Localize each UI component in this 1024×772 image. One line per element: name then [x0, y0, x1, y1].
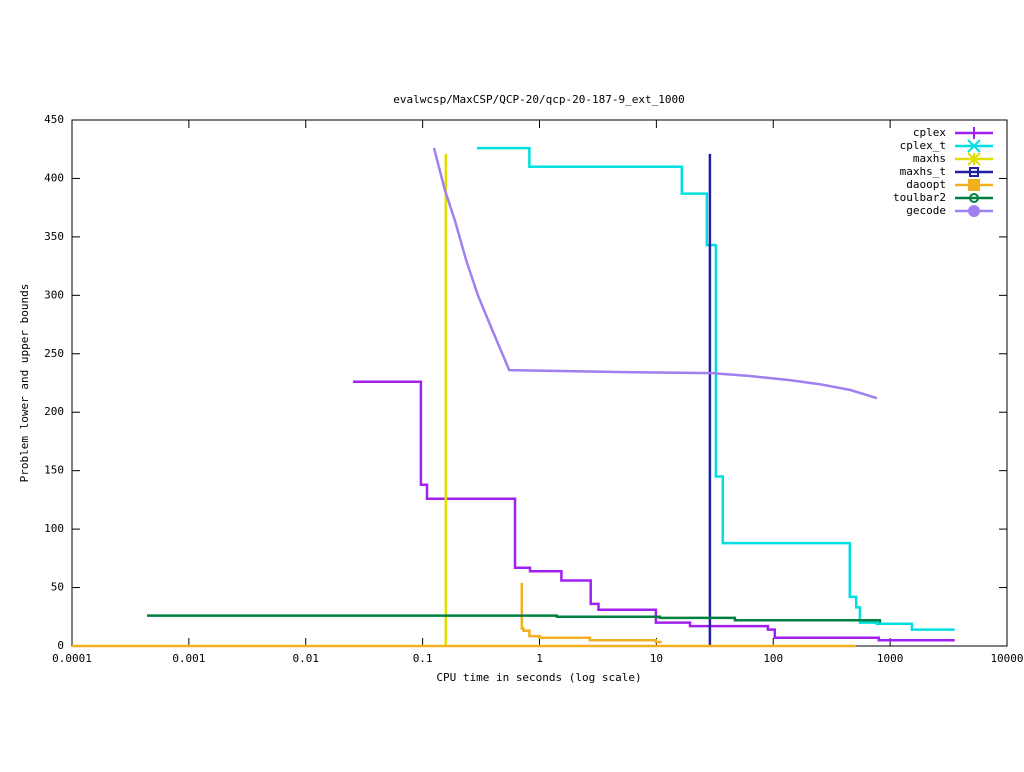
legend-marker-part [968, 179, 980, 191]
x-tick-label: 0.0001 [52, 652, 92, 665]
y-tick-label: 450 [44, 113, 64, 126]
legend-marker [968, 127, 980, 139]
legend-label: gecode [906, 204, 946, 217]
x-tick-label: 10 [650, 652, 663, 665]
legend-marker-part [967, 139, 981, 153]
legend-label: toulbar2 [893, 191, 946, 204]
legend-marker [968, 179, 980, 191]
x-tick-label: 0.1 [413, 652, 433, 665]
legend-label: cplex [913, 126, 946, 139]
series-line [477, 146, 955, 631]
legend-marker [968, 205, 980, 217]
legend-marker-part [968, 205, 980, 217]
y-tick-label: 300 [44, 288, 64, 301]
x-tick-label: 1000 [877, 652, 904, 665]
y-tick-label: 350 [44, 230, 64, 243]
x-axis-label: CPU time in seconds (log scale) [436, 671, 641, 684]
legend-label: daoopt [906, 178, 946, 191]
chart-title: evalwcsp/MaxCSP/QCP-20/qcp-20-187-9_ext_… [393, 93, 684, 106]
legend-marker [969, 167, 979, 177]
legend-marker-part [969, 193, 979, 203]
x-tick-label: 0.01 [293, 652, 320, 665]
y-tick-label: 150 [44, 464, 64, 477]
legend-marker-part [967, 152, 981, 166]
y-tick-label: 0 [57, 639, 64, 652]
x-tick-label: 0.001 [172, 652, 205, 665]
y-tick-label: 50 [51, 581, 64, 594]
y-axis-label: Problem lower and upper bounds [18, 284, 31, 483]
legend-marker-part [969, 167, 979, 177]
series-line [147, 614, 882, 623]
series-line [353, 380, 955, 642]
y-tick-label: 250 [44, 347, 64, 360]
y-tick-label: 100 [44, 522, 64, 535]
legend-label: maxhs_t [900, 165, 946, 178]
legend-marker [969, 193, 979, 203]
y-tick-label: 200 [44, 405, 64, 418]
legend-label: cplex_t [900, 139, 946, 152]
legend-marker [967, 139, 981, 153]
x-tick-label: 100 [763, 652, 783, 665]
legend-marker [967, 152, 981, 166]
y-tick-label: 400 [44, 171, 64, 184]
x-tick-label: 10000 [990, 652, 1023, 665]
plot-frame [71, 119, 1008, 647]
series-line [432, 147, 878, 400]
x-tick-label: 1 [536, 652, 543, 665]
legend-label: maxhs [913, 152, 946, 165]
series-line [520, 582, 662, 644]
